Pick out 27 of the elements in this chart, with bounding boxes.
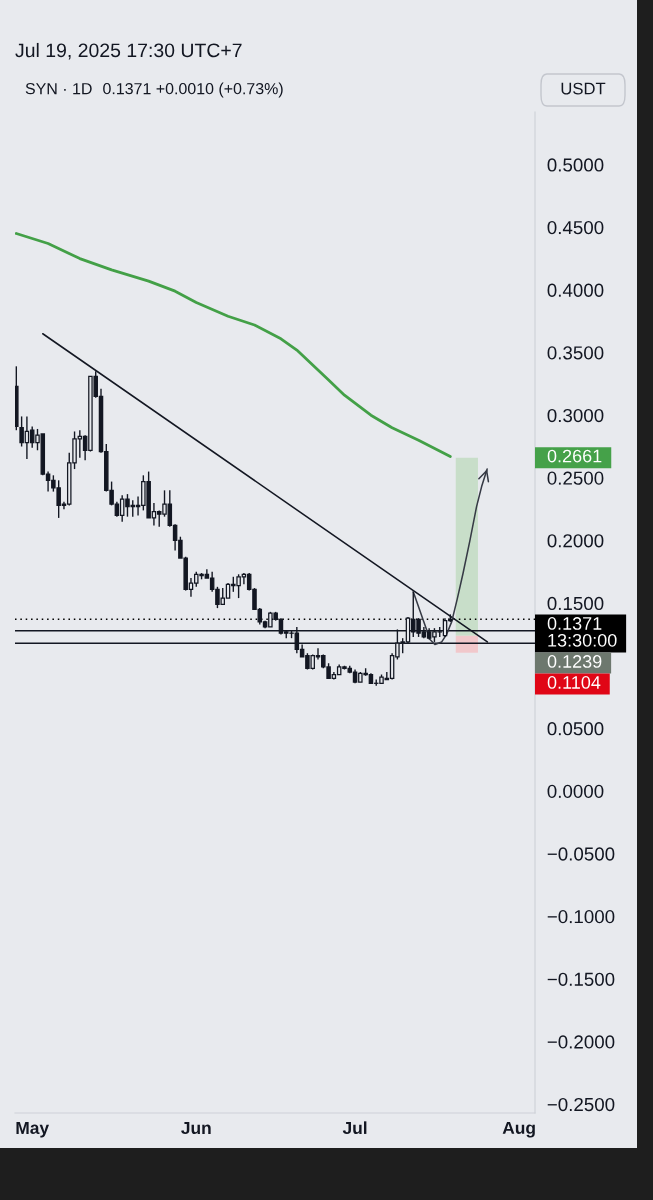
y-tick-label: 0.2000	[547, 534, 604, 548]
y-tick-label: −0.0500	[547, 847, 615, 861]
text: 0.2661	[547, 449, 602, 463]
chart-subtitle: 0.1371 +0.0010 (+0.73%)	[103, 82, 283, 98]
text: Jul 19, 2025 17:30 UTC+7	[15, 42, 242, 60]
y-tick-label: −0.1000	[547, 910, 615, 924]
y-tick-label: 0.4000	[547, 283, 604, 297]
chart-title: SYN · 1D	[25, 82, 92, 95]
text: 0.1104	[547, 676, 601, 689]
y-tick-label: −0.1500	[547, 972, 615, 986]
x-tick-label: Jun	[181, 1121, 211, 1135]
x-tick-label: Jul	[342, 1121, 367, 1135]
text: 0.1239	[547, 655, 602, 668]
y-tick-label: 0.3500	[547, 346, 604, 360]
y-axis-title: USDT	[561, 82, 606, 95]
x-tick-label: Aug	[502, 1121, 535, 1138]
x-tick-label: May	[16, 1121, 49, 1138]
y-tick-label: 0.0500	[547, 722, 604, 736]
y-tick-label: −0.2500	[547, 1097, 615, 1112]
y-tick-label: 0.5000	[547, 158, 604, 172]
y-tick-label: 0.3000	[547, 408, 604, 423]
y-tick-label: 0.1500	[547, 596, 604, 611]
y-tick-label: 0.4500	[547, 220, 604, 235]
y-tick-label: −0.2000	[547, 1035, 615, 1049]
y-tick-label: 0.0000	[547, 784, 604, 798]
y-tick-label: 0.2500	[547, 471, 604, 485]
ref-line-label: 0.1371 13:30:00	[547, 617, 617, 647]
